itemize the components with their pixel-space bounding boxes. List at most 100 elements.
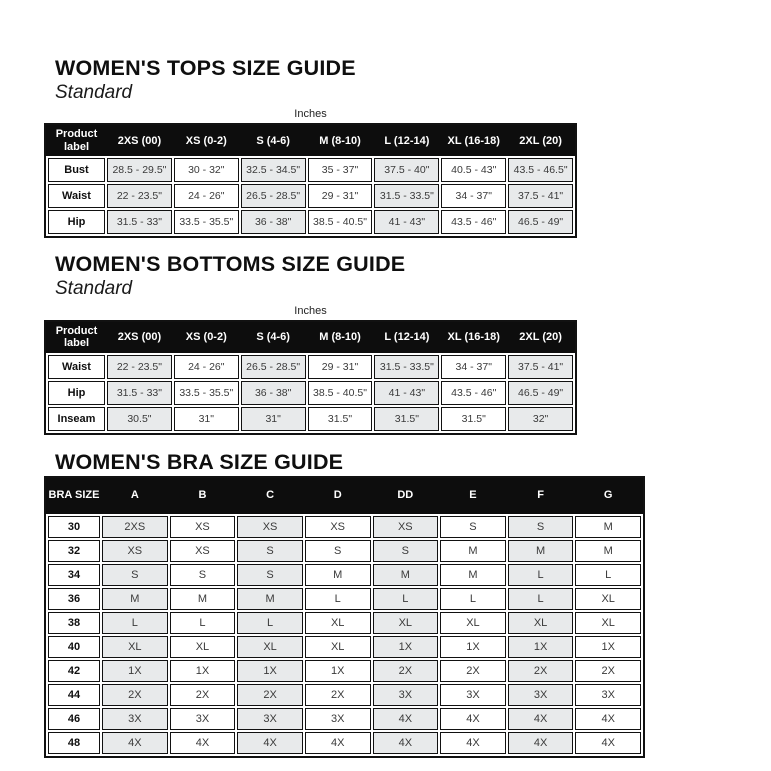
table-header-row: BRA SIZE A B C D DD E F G xyxy=(46,477,643,514)
table-cell: 1X xyxy=(102,659,168,682)
table-cell: 4X xyxy=(102,731,168,754)
table-cell: 1X xyxy=(507,635,574,658)
table-cell: L xyxy=(575,563,641,586)
table-cell: XL xyxy=(304,611,371,634)
table-cell: M xyxy=(440,563,506,586)
table-cell: XS xyxy=(237,515,303,538)
table-cell: 34 - 37" xyxy=(441,184,507,209)
table-cell: 34 - 37" xyxy=(441,354,507,379)
table-cell: 41 - 43" xyxy=(374,210,440,235)
table-cell: 43.5 - 46" xyxy=(441,380,507,405)
tops-title: WOMEN'S TOPS SIZE GUIDE xyxy=(55,56,356,80)
row-label: 40 xyxy=(48,635,100,658)
table-cell: 1X xyxy=(372,635,439,658)
row-label: Hip xyxy=(48,380,105,405)
row-label: 36 xyxy=(48,587,100,610)
column-header: 2XS (00) xyxy=(117,331,162,344)
table-cell: 46.5 - 49" xyxy=(508,380,574,405)
table-cell: 4X xyxy=(575,707,641,730)
bra-section: WOMEN'S BRA SIZE GUIDE BRA SIZE A B C D DD E F G… xyxy=(44,450,771,758)
table-row: Hip 31.5 - 33" 33.5 - 35.5" 36 - 38" 38.5 - … xyxy=(48,210,574,235)
column-header: A xyxy=(130,489,139,502)
table-row: 48 4X 4X 4X 4X 4X 4X 4X 4X xyxy=(48,731,641,754)
table-cell: 4X xyxy=(169,731,236,754)
table-cell: M xyxy=(575,539,641,562)
table-cell: 28.5 - 29.5" xyxy=(107,158,172,183)
table-cell: XL xyxy=(237,635,303,658)
bottoms-section: WOMEN'S BOTTOMS SIZE GUIDE Standard Inch… xyxy=(44,253,771,435)
table-cell: 31" xyxy=(240,406,306,431)
table-cell: 2X xyxy=(372,659,439,682)
table-cell: 38.5 - 40.5" xyxy=(307,210,373,235)
table-cell: L xyxy=(507,587,574,610)
table-cell: 36 - 38" xyxy=(240,210,306,235)
table-cell: XL xyxy=(575,611,641,634)
table-row: Inseam 30.5" 31" 31" 31.5" 31.5" 31.5" 32" xyxy=(48,406,574,431)
table-cell: M xyxy=(440,539,506,562)
table-cell: 32.5 - 34.5" xyxy=(240,158,306,183)
table-cell: XS xyxy=(102,539,168,562)
column-header: L (12-14) xyxy=(384,331,430,344)
tops-section: WOMEN'S TOPS SIZE GUIDE Standard Inches … xyxy=(44,56,771,239)
bra-size-table: BRA SIZE A B C D DD E F G 30 2XS XS XS XS XS S S M 32 XS XS… xyxy=(44,475,645,758)
table-cell: 24 - 26" xyxy=(173,354,239,379)
table-cell: S xyxy=(304,539,371,562)
table-cell: 31.5 - 33.5" xyxy=(374,354,440,379)
row-label: 32 xyxy=(48,539,100,562)
table-cell: 3X xyxy=(372,683,439,706)
table-row: 46 3X 3X 3X 3X 4X 4X 4X 4X xyxy=(48,707,641,730)
row-label: 34 xyxy=(48,563,100,586)
table-row: 32 XS XS S S S M M M xyxy=(48,539,641,562)
table-header-row: Product label 2XS (00) XS (0-2) S (4-6) M (8… xyxy=(46,321,575,353)
column-header: BRA SIZE xyxy=(48,489,100,502)
row-label: Bust xyxy=(48,158,105,183)
table-cell: 3X xyxy=(237,707,303,730)
column-header: F xyxy=(537,489,544,502)
table-cell: 4X xyxy=(575,731,641,754)
table-cell: 31.5 - 33" xyxy=(107,210,172,235)
table-cell: 29 - 31" xyxy=(307,184,373,209)
row-label: Waist xyxy=(48,184,105,209)
table-cell: 1X xyxy=(575,635,641,658)
table-cell: 30 - 32" xyxy=(173,158,239,183)
table-cell: 29 - 31" xyxy=(307,354,373,379)
table-cell: M xyxy=(575,515,641,538)
table-cell: S xyxy=(237,539,303,562)
table-cell: 4X xyxy=(237,731,303,754)
table-cell: XL xyxy=(440,611,506,634)
table-row: 36 M M M L L L L XL xyxy=(48,587,641,610)
tops-units-label: Inches xyxy=(294,108,327,121)
table-cell: 33.5 - 35.5" xyxy=(173,210,239,235)
table-cell: M xyxy=(169,587,236,610)
table-cell: L xyxy=(237,611,303,634)
table-cell: 1X xyxy=(169,659,236,682)
column-header: G xyxy=(603,489,613,502)
table-cell: S xyxy=(237,563,303,586)
table-cell: L xyxy=(440,587,506,610)
table-cell: 2X xyxy=(440,659,506,682)
table-row: Waist 22 - 23.5" 24 - 26" 26.5 - 28.5" 29 - … xyxy=(48,184,574,209)
column-header: M (8-10) xyxy=(319,134,361,147)
table-cell: 1X xyxy=(304,659,371,682)
table-cell: S xyxy=(372,539,439,562)
column-header: XS (0-2) xyxy=(185,134,227,147)
row-label: 44 xyxy=(48,683,100,706)
table-body: Bust 28.5 - 29.5" 30 - 32" 32.5 - 34.5" 35 -… xyxy=(46,156,575,236)
row-label: Waist xyxy=(48,354,105,379)
column-header: DD xyxy=(397,489,414,502)
table-cell: 2XS xyxy=(102,515,168,538)
table-cell: 4X xyxy=(507,731,574,754)
table-cell: XS xyxy=(169,539,236,562)
table-row: Hip 31.5 - 33" 33.5 - 35.5" 36 - 38" 38.5 - … xyxy=(48,380,574,405)
table-cell: 37.5 - 41" xyxy=(508,184,574,209)
table-cell: 40.5 - 43" xyxy=(441,158,507,183)
row-label: 38 xyxy=(48,611,100,634)
table-cell: M xyxy=(102,587,168,610)
table-cell: XL xyxy=(102,635,168,658)
table-cell: 22 - 23.5" xyxy=(107,184,172,209)
table-cell: 31" xyxy=(173,406,239,431)
table-cell: 46.5 - 49" xyxy=(508,210,574,235)
table-cell: 4X xyxy=(440,731,506,754)
table-cell: 3X xyxy=(507,683,574,706)
row-label: 30 xyxy=(48,515,100,538)
